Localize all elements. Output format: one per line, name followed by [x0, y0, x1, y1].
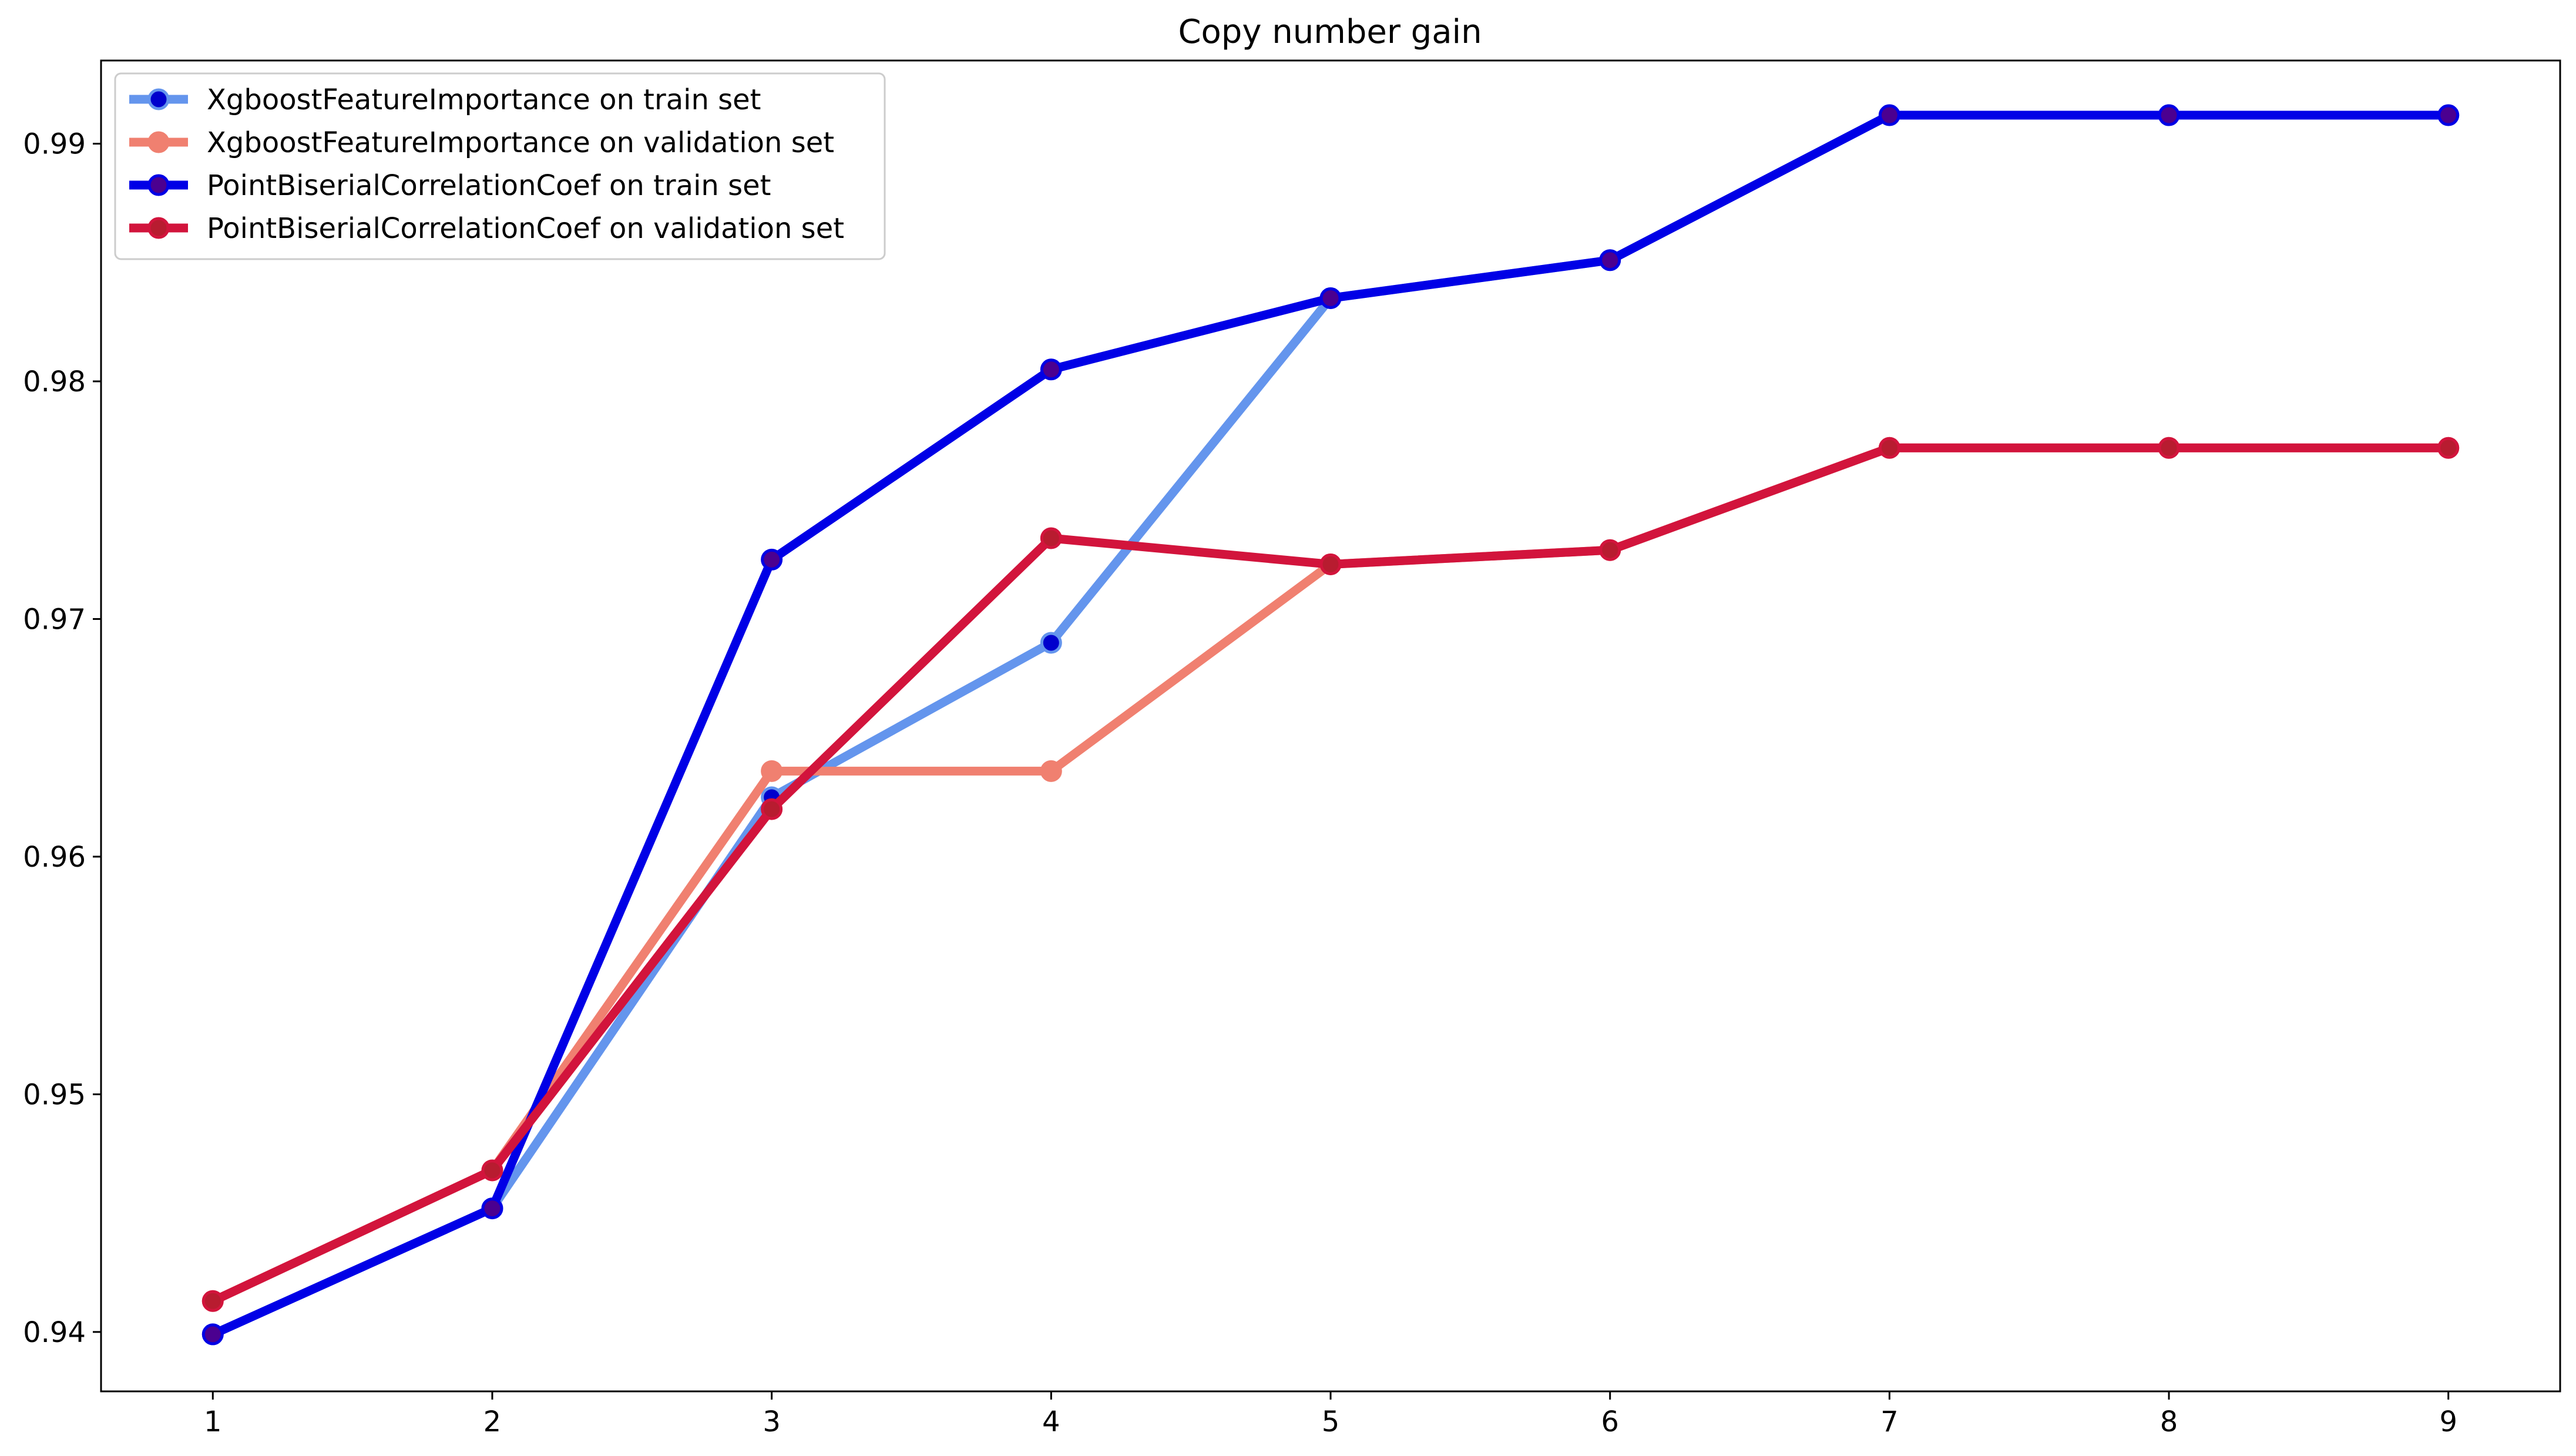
data-point — [1040, 527, 1062, 549]
series-3 — [201, 104, 2460, 1346]
legend-label: PointBiserialCorrelationCoef on train se… — [207, 169, 771, 202]
x-tick-label: 4 — [1042, 1405, 1060, 1438]
data-point — [1040, 632, 1062, 654]
x-tick-label: 1 — [204, 1405, 222, 1438]
data-point — [1599, 539, 1621, 561]
data-point — [1319, 287, 1342, 309]
legend-swatch-marker — [147, 174, 170, 196]
data-point — [2158, 104, 2180, 126]
series-layer — [201, 104, 2460, 1346]
legend-label: XgboostFeatureImportance on validation s… — [207, 126, 834, 159]
x-axis: 1 2 3 4 5 6 7 8 9 — [204, 1391, 2457, 1438]
data-point — [1319, 553, 1342, 575]
data-point — [1040, 358, 1062, 381]
x-tick-label: 7 — [1880, 1405, 1899, 1438]
legend: XgboostFeatureImportance on train set Xgb… — [114, 72, 886, 260]
series-4 — [201, 437, 2460, 1312]
data-point — [761, 798, 783, 820]
x-tick-label: 8 — [2160, 1405, 2178, 1438]
data-point — [761, 548, 783, 571]
legend-swatch-marker — [147, 217, 170, 239]
legend-label: XgboostFeatureImportance on train set — [207, 83, 761, 116]
data-point — [2437, 104, 2460, 126]
legend-label: PointBiserialCorrelationCoef on validati… — [207, 212, 844, 245]
chart-title: Copy number gain — [1178, 13, 1482, 51]
data-point — [481, 1197, 503, 1220]
legend-item: PointBiserialCorrelationCoef on train se… — [129, 169, 771, 202]
data-point — [2158, 437, 2180, 459]
legend-swatch-marker — [147, 131, 170, 153]
data-point — [481, 1159, 503, 1182]
x-tick-label: 9 — [2439, 1405, 2457, 1438]
data-point — [1040, 760, 1062, 782]
x-tick-label: 5 — [1322, 1405, 1340, 1438]
y-tick-label: 0.99 — [23, 128, 86, 161]
data-point — [1599, 249, 1621, 271]
legend-item: XgboostFeatureImportance on validation s… — [129, 126, 834, 159]
legend-item: PointBiserialCorrelationCoef on validati… — [129, 212, 844, 245]
x-tick-label: 2 — [483, 1405, 502, 1438]
y-tick-label: 0.97 — [23, 603, 86, 636]
legend-item: XgboostFeatureImportance on train set — [129, 83, 761, 116]
y-axis: 0.94 0.95 0.96 0.97 0.98 0.99 — [23, 128, 101, 1349]
data-point — [2437, 437, 2460, 459]
data-point — [1878, 104, 1900, 126]
data-point — [201, 1290, 224, 1312]
legend-swatch-marker — [147, 88, 170, 110]
y-tick-label: 0.98 — [23, 365, 86, 398]
data-point — [201, 1323, 224, 1346]
y-tick-label: 0.96 — [23, 841, 86, 874]
y-tick-label: 0.95 — [23, 1078, 86, 1111]
y-tick-label: 0.94 — [23, 1316, 86, 1349]
data-point — [761, 760, 783, 782]
x-tick-label: 3 — [763, 1405, 781, 1438]
data-point — [1878, 437, 1900, 459]
x-tick-label: 6 — [1601, 1405, 1619, 1438]
legend-box — [114, 72, 886, 260]
